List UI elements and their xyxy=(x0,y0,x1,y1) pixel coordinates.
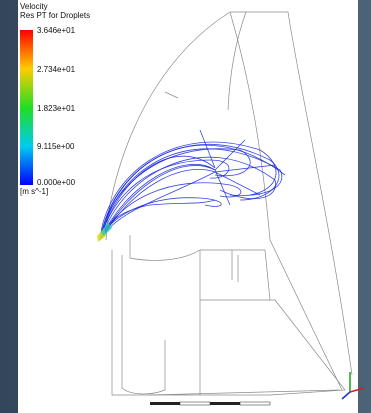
legend-unit: [m s^-1] xyxy=(20,187,48,196)
legend-tick: 2.734e+01 xyxy=(37,65,76,74)
legend-tick: 0.000e+00 xyxy=(37,178,76,187)
scale-bar xyxy=(150,402,270,405)
screenshot: {"legend": {"title": "Velocity", "subtit… xyxy=(0,0,371,413)
legend-subtitle: Res PT for Droplets xyxy=(20,11,90,20)
legend-tick: 1.823e+01 xyxy=(37,104,76,113)
legend-title: Velocity xyxy=(20,2,48,11)
colorbar xyxy=(20,30,33,185)
color-scale xyxy=(20,30,33,185)
legend-tick: 3.646e+01 xyxy=(37,26,76,35)
legend-tick: 9.115e+00 xyxy=(37,142,75,151)
graphics-panel xyxy=(18,0,358,413)
viewport: Velocity Res PT for Droplets 3.646e+01 2… xyxy=(0,0,371,413)
